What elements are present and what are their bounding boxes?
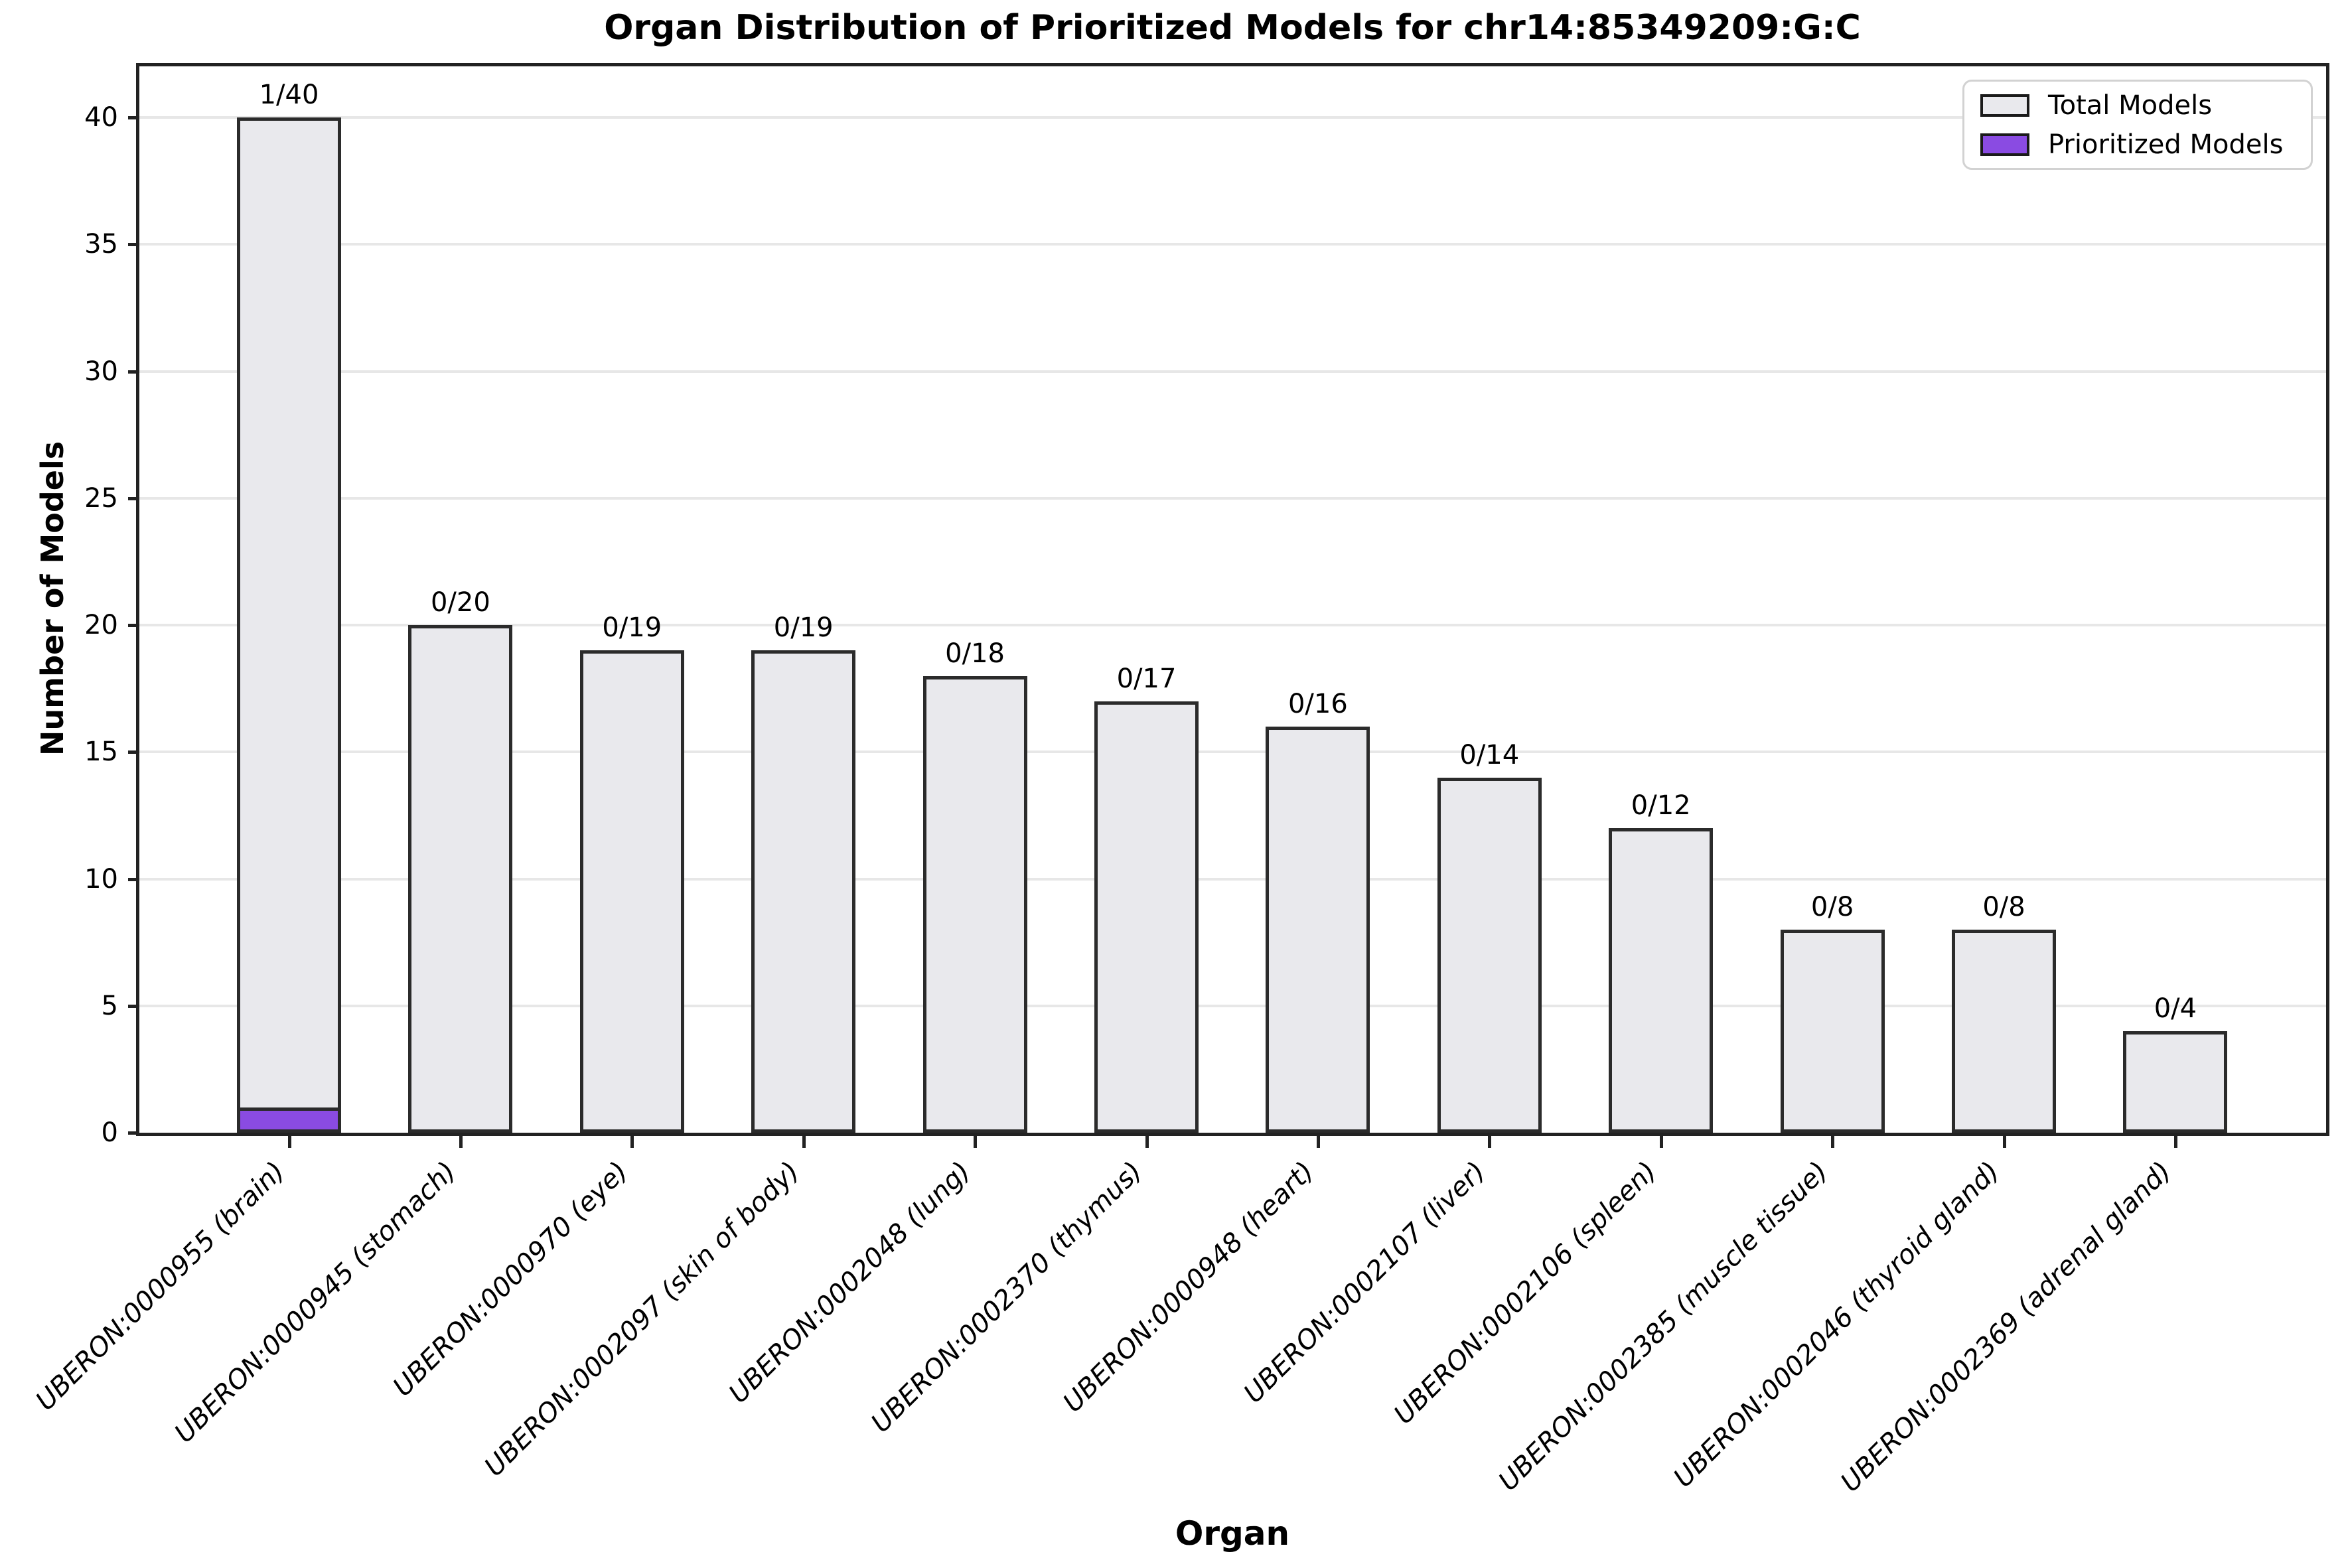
bar-value-label: 0/4 [2154,993,2197,1024]
y-axis-tick [128,496,137,500]
bar-total-models [1952,930,2056,1133]
bar-value-label: 0/12 [1631,790,1691,821]
y-axis-tick [128,624,137,627]
legend: Total Models Prioritized Models [1962,80,2313,170]
bar-total-models [1780,930,1885,1133]
bar-value-label: 0/19 [773,612,834,644]
legend-swatch-total-models [1980,94,2029,117]
x-axis-tick [1316,1136,1320,1148]
gridline [139,116,2326,119]
bar-value-label: 0/8 [1982,892,2025,922]
bar-total-models [922,676,1027,1133]
bar-total-models [1609,828,1714,1133]
gridline [139,1004,2326,1007]
y-tick-label: 30 [84,356,118,387]
y-axis-tick [128,116,137,119]
x-axis-tick [630,1136,634,1148]
bar-value-label: 0/17 [1116,663,1177,694]
x-axis-tick [802,1136,806,1148]
y-axis-tick [128,877,137,881]
x-axis-tick [459,1136,463,1148]
gridline [139,750,2326,754]
gridline [139,624,2326,626]
bar-total-models [1266,727,1370,1133]
x-axis-tick [2002,1136,2006,1148]
legend-swatch-prioritized-models [1980,133,2029,156]
bar-value-label: 0/20 [430,587,490,618]
y-tick-label: 0 [101,1117,118,1148]
gridline [139,877,2326,881]
legend-item-total: Total Models [1980,92,2311,119]
x-tick-label: UBERON:0002370 (thymus) [865,1156,1149,1439]
x-tick-label: UBERON:0002097 (skin of body) [478,1156,806,1483]
legend-label-total-models: Total Models [2048,90,2213,121]
y-axis-tick [128,243,137,247]
x-axis-tick [1488,1136,1492,1148]
x-tick-label: UBERON:0002385 (muscle tissue) [1493,1156,1834,1497]
x-tick-label: UBERON:0002369 (adrenal gland) [1834,1156,2177,1498]
bar-total-models [751,650,856,1133]
x-tick-label: UBERON:0000945 (stomach) [169,1156,463,1449]
bar-total-models [579,650,684,1133]
y-axis-tick [128,1004,137,1008]
legend-item-prioritized: Prioritized Models [1980,131,2311,158]
bar-total-models [237,117,341,1133]
y-tick-label: 35 [84,229,118,260]
bar-value-label: 0/19 [602,612,662,644]
y-tick-label: 20 [84,610,118,640]
x-axis-tick [974,1136,978,1148]
x-axis-tick [287,1136,291,1148]
gridline [139,496,2326,500]
y-tick-label: 5 [101,990,118,1021]
bar-value-label: 0/14 [1459,739,1520,770]
y-tick-label: 10 [84,863,118,894]
legend-label-prioritized-models: Prioritized Models [2048,129,2284,160]
x-axis-tick [1831,1136,1835,1148]
x-axis-tick [1659,1136,1663,1148]
y-tick-label: 40 [84,102,118,133]
y-tick-label: 25 [84,482,118,514]
y-axis-tick [128,370,137,374]
bar-value-label: 1/40 [259,80,319,110]
bar-total-models [1437,777,1542,1133]
bar-value-label: 0/18 [945,638,1005,669]
y-axis-tick [128,750,137,754]
bar-value-label: 0/16 [1287,689,1348,719]
y-axis-tick [128,1131,137,1135]
bar-total-models [408,625,513,1133]
x-axis-title: Organ [1175,1514,1290,1553]
bar-value-label: 0/8 [1810,892,1854,922]
chart-title: Organ Distribution of Prioritized Models… [604,8,1861,48]
bar-total-models [2123,1031,2228,1133]
bar-total-models [1094,701,1199,1133]
x-axis-tick [1145,1136,1149,1148]
gridline [139,370,2326,373]
gridline [139,243,2326,246]
x-axis-tick [2173,1136,2177,1148]
x-tick-label: UBERON:0002046 (thyroid gland) [1668,1156,2006,1494]
y-tick-label: 15 [84,737,118,768]
bar-prioritized-models [237,1107,341,1133]
